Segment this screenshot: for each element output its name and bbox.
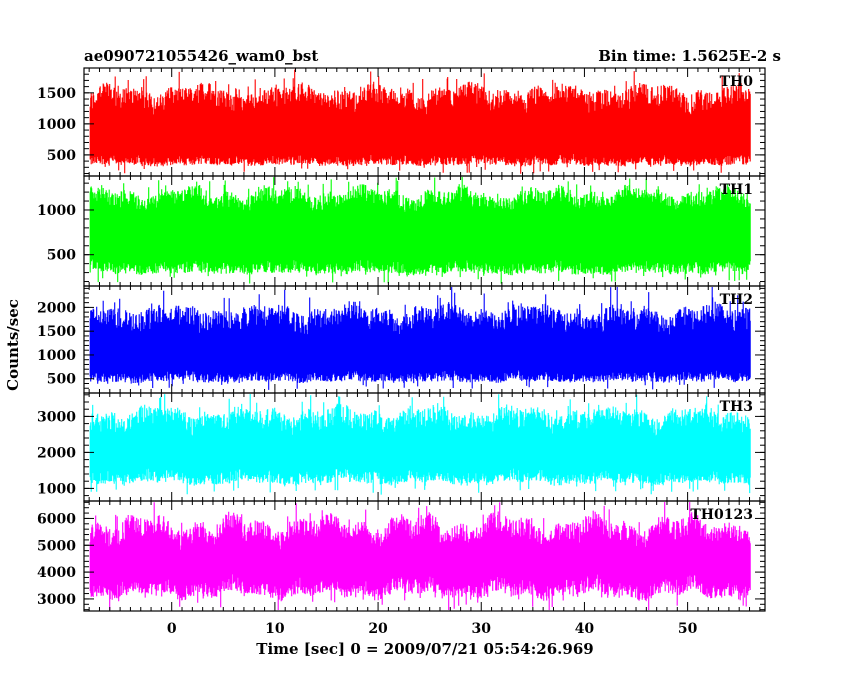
- series-line-th0123: [89, 502, 751, 610]
- y-tick-label: 2000: [37, 445, 76, 461]
- panel-th3: 1000 2000 3000 TH3: [37, 392, 766, 502]
- y-tick-label: 1000: [37, 203, 76, 219]
- panel-th0123: 3000 4000 5000 6000 TH0123: [37, 500, 766, 612]
- panel-name-label: TH3: [720, 399, 753, 415]
- series-line-th2: [89, 287, 751, 390]
- y-tick-label: 5000: [37, 538, 76, 554]
- x-axis-label: Time [sec] 0 = 2009/07/21 05:54:26.969: [256, 640, 593, 658]
- x-tick-label: 30: [472, 621, 492, 637]
- panel-name-label: TH0: [720, 74, 754, 90]
- series-line-th3: [89, 394, 751, 495]
- y-tick-label: 6000: [37, 511, 76, 527]
- panel-name-label: TH2: [720, 292, 753, 308]
- panel-name-label: TH1: [720, 182, 753, 198]
- bin-time-label: Bin time: 1.5625E-2 s: [598, 47, 781, 65]
- series-line-th0: [89, 69, 751, 174]
- y-tick-label: 4000: [37, 565, 76, 581]
- x-tick-label: 20: [368, 621, 388, 637]
- x-tick-label: 40: [575, 621, 595, 637]
- panels-group: 50010001500TH05001000TH1500100015002000T…: [37, 67, 766, 637]
- y-tick-label: 500: [47, 372, 76, 388]
- panel-th0: 500 1000 1500 TH0: [37, 67, 766, 177]
- panel-th1: 500 1000 TH1: [37, 175, 766, 287]
- panel-th2: 500 1000 1500 2000 TH2: [37, 285, 766, 394]
- x-tick-label: 10: [265, 621, 285, 637]
- x-tick-label: 0: [167, 621, 177, 637]
- y-tick-label: 500: [47, 148, 76, 164]
- y-tick-label: 3000: [37, 409, 76, 425]
- y-tick-label: 500: [47, 248, 76, 264]
- chart-title: ae090721055426_wam0_bst: [84, 47, 318, 65]
- y-tick-label: 1500: [37, 86, 76, 102]
- y-tick-label: 2000: [37, 300, 76, 316]
- panel-name-label: TH0123: [690, 507, 753, 523]
- y-tick-label: 3000: [37, 592, 76, 608]
- series-line-th1: [89, 177, 751, 284]
- y-tick-label: 1000: [37, 348, 76, 364]
- y-axis-label: Counts/sec: [4, 299, 22, 391]
- x-tick-label: 50: [678, 621, 698, 637]
- y-tick-label: 1000: [37, 117, 76, 133]
- y-tick-label: 1000: [37, 481, 76, 497]
- y-tick-label: 1500: [37, 324, 76, 340]
